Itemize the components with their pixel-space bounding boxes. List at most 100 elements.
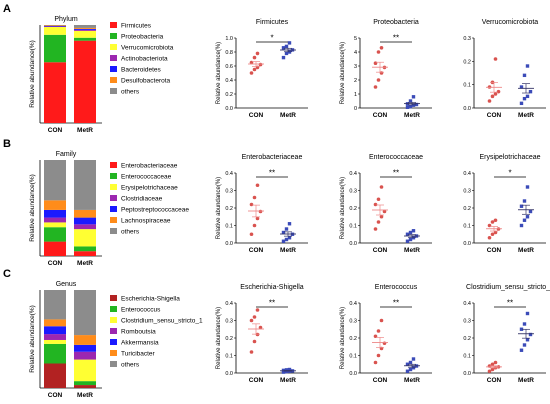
legend-swatch xyxy=(110,33,117,39)
legend-label: Enterococcaceae xyxy=(121,174,172,181)
stacked-group-label: CON xyxy=(48,127,63,134)
stacked-segment-firmicutes xyxy=(74,40,96,123)
con-point xyxy=(376,353,381,358)
stacked-segment-peptostreptococcaceae xyxy=(44,209,66,218)
scatter-group-label: CON xyxy=(249,247,264,254)
con-point xyxy=(490,367,495,372)
scatter-ytick-label: 0.1 xyxy=(349,354,357,360)
con-point xyxy=(255,308,260,312)
scatter-group-label: MetR xyxy=(518,377,534,384)
stacked-segment-verrucomicrobiota xyxy=(74,30,96,38)
scatter-ytick-label: 0 xyxy=(354,106,357,112)
legend-label: Enterococcus xyxy=(121,307,161,314)
panel-C: C Genus Relative abundance(%) CON MetR Escher… xyxy=(3,268,550,399)
stacked-segment-clostridium-sensu-stricto-1 xyxy=(74,359,96,382)
scatter-title: Enterobacteriaceae xyxy=(242,154,303,161)
con-point xyxy=(373,85,378,89)
metr-point xyxy=(405,369,410,373)
stacked-segment-firmicutes xyxy=(44,62,66,123)
stacked-segment-others xyxy=(74,290,96,336)
legend-swatch xyxy=(110,173,117,179)
legend-label: others xyxy=(121,229,140,236)
scatter-group-label: CON xyxy=(487,112,502,119)
con-point xyxy=(258,62,263,67)
stacked-segment-turicibacter xyxy=(44,319,66,327)
scatter-group-label: CON xyxy=(487,377,502,384)
legend-swatch xyxy=(110,295,117,301)
scatter-ytick-label: 0.1 xyxy=(349,224,357,230)
metr-point xyxy=(522,73,527,78)
con-point xyxy=(252,55,257,60)
scatter-ytick-label: 1.0 xyxy=(225,36,233,42)
con-point xyxy=(496,89,501,94)
legend-label: Proteobacteria xyxy=(121,34,164,41)
stacked-segment-lachnospiraceae xyxy=(44,200,66,210)
metr-point xyxy=(525,64,530,68)
scatter-ytick-label: 0.2 xyxy=(463,336,471,342)
legend-label: Escherichia-Shigella xyxy=(121,296,180,303)
con-point xyxy=(379,46,384,50)
panel-B: B Family Relative abundance(%) CON MetR Enter… xyxy=(3,138,546,267)
scatter-ytick-label: 0.3 xyxy=(349,189,357,195)
stacked-segment-peptostreptococcaceae xyxy=(74,217,96,225)
scatter-ylabel: Relative abundance(%) xyxy=(340,307,346,369)
legend-swatch xyxy=(110,306,117,312)
con-point xyxy=(249,318,254,323)
legend-swatch xyxy=(110,22,117,28)
stacked-segment-clostridiaceae xyxy=(44,217,66,223)
con-point xyxy=(255,51,260,56)
scatter-ytick-label: 0.3 xyxy=(349,319,357,325)
metr-point xyxy=(522,322,527,326)
con-point xyxy=(490,220,495,224)
legend-swatch xyxy=(110,350,117,356)
scatter-group-label: CON xyxy=(373,247,388,254)
scatter-group-label: CON xyxy=(249,377,264,384)
stacked-group-label: CON xyxy=(48,392,63,399)
legend-label: Turicibacter xyxy=(121,351,156,358)
con-point xyxy=(252,67,257,72)
scatter-ytick-label: 0.0 xyxy=(349,371,357,377)
stacked-segment-enterococcaceae xyxy=(74,246,96,252)
stacked-segment-enterococcus xyxy=(74,381,96,386)
con-point xyxy=(493,218,498,223)
scatter-ytick-label: 0.2 xyxy=(349,206,357,212)
con-point xyxy=(376,329,381,333)
legend-label: Clostridium_sensu_stricto_1 xyxy=(121,318,203,325)
stacked-segment-desulfobacterota xyxy=(74,27,96,29)
panel-A: A Phylum Relative abundance(%) CON MetR Firmi… xyxy=(3,3,546,134)
scatter-title: Proteobacteria xyxy=(373,19,419,26)
legend-label: Erysipelotrichaceae xyxy=(121,185,178,192)
metr-point xyxy=(411,366,416,370)
stacked-ylabel: Relative abundance(%) xyxy=(29,305,36,373)
stacked-segment-clostridiaceae xyxy=(74,224,96,230)
con-point xyxy=(493,230,498,235)
legend-label: Lachnospiraceae xyxy=(121,218,171,225)
metr-point xyxy=(284,44,289,49)
metr-point xyxy=(519,204,524,208)
con-point xyxy=(376,50,381,54)
scatter-ylabel: Relative abundance(%) xyxy=(216,42,222,104)
metr-point xyxy=(408,367,413,372)
metr-point xyxy=(528,332,533,337)
con-point xyxy=(249,232,254,237)
legend-label: Akkermansia xyxy=(121,340,159,347)
metr-point xyxy=(408,360,413,365)
scatter-title: Enterococcaceae xyxy=(369,154,423,161)
metr-point xyxy=(405,105,410,109)
con-point xyxy=(373,202,378,207)
scatter-group-label: MetR xyxy=(518,247,534,254)
stacked-title: Family xyxy=(56,151,77,158)
scatter-ylabel: Relative abundance(%) xyxy=(340,177,346,239)
metr-point xyxy=(411,236,416,240)
scatter-ylabel: Relative abundance(%) xyxy=(216,307,222,369)
legend-swatch xyxy=(110,44,117,50)
metr-point xyxy=(281,370,286,374)
metr-point xyxy=(281,239,286,243)
con-point xyxy=(376,78,381,82)
scatter-ytick-label: 0.3 xyxy=(463,189,471,195)
scatter-title: Escherichia-Shigella xyxy=(240,284,304,291)
scatter-ytick-label: 0.6 xyxy=(225,64,233,70)
con-point xyxy=(258,325,263,330)
metr-point xyxy=(519,223,524,228)
